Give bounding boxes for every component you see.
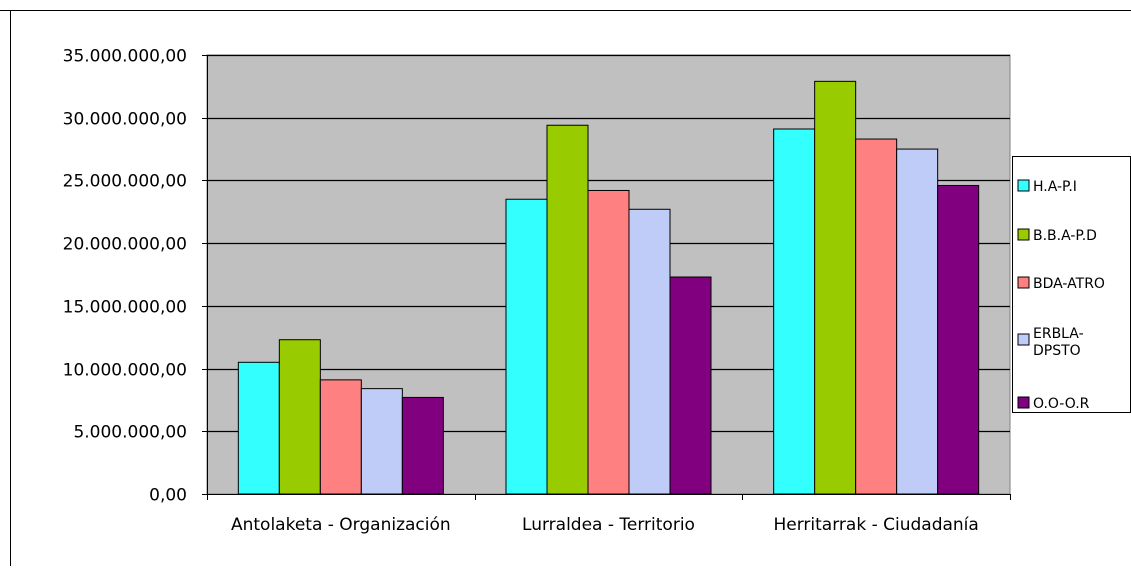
bar-o-o-o-r-2: [937, 184, 980, 495]
bar-erbla-dpsto-2: [896, 148, 939, 495]
y-tick-label: 30.000.000,00: [63, 110, 187, 130]
legend-label: ERBLA-: [1033, 326, 1084, 342]
legend-label: H.A-P.I: [1033, 179, 1077, 195]
legend-box: [1012, 156, 1131, 413]
bar-h-a-p-i-1: [505, 198, 548, 495]
x-axis: Antolaketa - Organización Lurraldea - Ter…: [207, 494, 1011, 535]
y-tick-label: 15.000.000,00: [63, 298, 187, 318]
bar-bda-atro-0: [319, 379, 362, 495]
bar-erbla-dpsto-1: [628, 208, 671, 495]
x-tick-label: Antolaketa - Organización: [231, 515, 451, 535]
y-tick-label: 5.000.000,00: [73, 423, 187, 443]
legend-swatch: [1017, 333, 1030, 346]
y-tick-label: 10.000.000,00: [63, 361, 187, 381]
legend-label: BDA-ATRO: [1033, 276, 1105, 292]
legend-swatch: [1017, 276, 1030, 289]
y-tick-label: 35.000.000,00: [63, 47, 187, 67]
bar-bda-atro-1: [587, 189, 630, 495]
bar-h-a-p-i-2: [773, 128, 816, 495]
bars: [237, 80, 980, 495]
bar-o-o-o-r-0: [401, 396, 444, 495]
y-tick-label: 20.000.000,00: [63, 235, 187, 255]
bar-bda-atro-2: [855, 138, 898, 495]
x-tick-label: Herritarrak - Ciudadanía: [774, 515, 979, 535]
bar-b-b-a-p-d-0: [278, 339, 321, 495]
y-axis: 0,00 5.000.000,00 10.000.000,00 15.000.000,…: [63, 47, 208, 506]
bar-b-b-a-p-d-1: [546, 124, 589, 495]
y-tick-label: 0,00: [149, 486, 187, 506]
bar-erbla-dpsto-0: [360, 388, 403, 495]
legend-swatch: [1017, 179, 1030, 192]
legend-label: B.B.A-P.D: [1033, 228, 1097, 244]
x-tick-label: Lurraldea - Territorio: [522, 515, 695, 535]
legend: H.A-P.I B.B.A-P.D BDA-ATRO ERBLA-DPSTO O.O-O…: [1012, 156, 1131, 413]
y-tick-label: 25.000.000,00: [63, 172, 187, 192]
legend-swatch: [1017, 396, 1030, 409]
bar-o-o-o-r-1: [669, 276, 712, 495]
bar-h-a-p-i-0: [237, 361, 280, 495]
legend-label-cont: DPSTO: [1033, 343, 1081, 359]
legend-swatch: [1017, 228, 1030, 241]
bar-b-b-a-p-d-2: [814, 80, 857, 495]
legend-label: O.O-O.R: [1033, 396, 1090, 412]
